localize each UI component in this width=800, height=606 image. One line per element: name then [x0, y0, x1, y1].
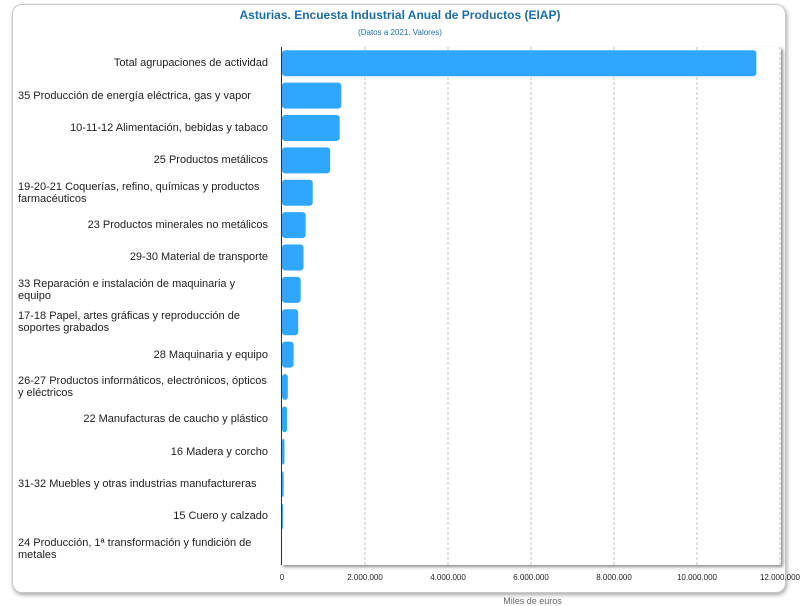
bar[interactable]: [282, 82, 342, 109]
x-tick-label: 4.000.000: [430, 573, 466, 582]
x-tick-label: 6.000.000: [513, 573, 549, 582]
category-label: 24 Producción, 1ª transformación y fundi…: [18, 536, 252, 561]
bar[interactable]: [282, 276, 301, 303]
x-tick-label: 2.000.000: [347, 573, 383, 582]
category-label: 26-27 Productos informáticos, electrónic…: [18, 374, 267, 399]
category-label: 31-32 Muebles y otras industrias manufac…: [18, 478, 257, 491]
chart-subtitle: (Datos a 2021. Valores): [358, 28, 442, 37]
category-label: Total agrupaciones de actividad: [113, 57, 268, 70]
category-label: 23 Productos minerales no metálicos: [87, 219, 268, 232]
category-label: 17-18 Papel, artes gráficas y reproducci…: [18, 310, 240, 335]
bar[interactable]: [282, 438, 285, 465]
category-label: 16 Madera y corcho: [170, 445, 268, 458]
bar[interactable]: [282, 373, 288, 400]
x-tick-label: 0: [279, 573, 285, 582]
category-label: 35 Producción de energía eléctrica, gas …: [18, 89, 251, 102]
category-label: 29-30 Material de transporte: [129, 251, 268, 264]
x-axis-title: Miles de euros: [503, 596, 562, 606]
category-label: 33 Reparación e instalación de maquinari…: [18, 277, 236, 302]
category-label: 28 Maquinaria y equipo: [153, 348, 268, 361]
x-tick-label: 12.000.000: [759, 573, 800, 582]
x-tick-label: 10.000.000: [676, 573, 718, 582]
bar[interactable]: [282, 244, 304, 271]
category-label: 10-11-12 Alimentación, bebidas y tabaco: [70, 121, 268, 134]
bar[interactable]: [282, 471, 284, 498]
bar[interactable]: [282, 341, 294, 368]
bar[interactable]: [282, 406, 287, 433]
bar[interactable]: [282, 147, 331, 174]
x-tick-label: 8.000.000: [596, 573, 632, 582]
category-label: 22 Manufacturas de caucho y plástico: [83, 413, 268, 426]
category-label: 15 Cuero y calzado: [173, 510, 268, 523]
category-label: 19-20-21 Coquerías, refino, químicas y p…: [18, 180, 260, 205]
bar[interactable]: [282, 179, 313, 206]
bar[interactable]: [282, 503, 283, 530]
bar[interactable]: [282, 212, 306, 239]
chart-title: Asturias. Encuesta Industrial Anual de P…: [239, 8, 561, 22]
bar[interactable]: [282, 114, 340, 141]
bar[interactable]: [282, 309, 299, 336]
category-label: 25 Productos metálicos: [153, 154, 268, 167]
bar[interactable]: [282, 50, 757, 77]
